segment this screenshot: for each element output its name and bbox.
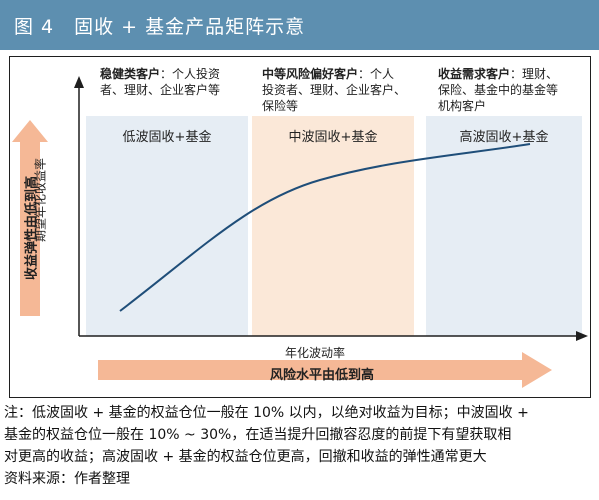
segment-heading: 收益需求客户 <box>438 67 511 81</box>
zone-mid-volatility <box>252 116 414 336</box>
x-axis-label: 年化波动率 <box>285 346 346 360</box>
source-note: 资料来源：作者整理 <box>4 471 130 487</box>
zone-high-volatility <box>426 116 582 336</box>
figure-title: 图 4 固收 + 基金产品矩阵示意 <box>14 16 306 38</box>
zone-label-mid: 中波固收+基金 <box>288 130 378 145</box>
note-line-1: 注：低波固收 + 基金的权益仓位一般在 10% 以内，以绝对收益为目标；中波固收… <box>4 405 529 421</box>
zone-label-low: 低波固收+基金 <box>122 130 212 145</box>
risk-return-curve <box>119 143 531 312</box>
y-axis-arrowhead <box>74 76 84 88</box>
horizontal-band-text: 风险水平由低到高 <box>270 368 375 383</box>
zone-label-high: 高波固收+基金 <box>459 130 549 145</box>
segment-desc-moderate: 中等风险偏好客户：个人 投资者、理财、企业客户、 保险等 <box>262 67 407 113</box>
segment-heading: 稳健类客户 <box>100 67 161 81</box>
segment-heading: 中等风险偏好客户 <box>262 67 359 81</box>
zone-low-volatility <box>86 116 248 336</box>
note-line-3: 对更高的收益；高波固收 + 基金的权益仓位更高，回撤和收益的弹性通常更大 <box>4 449 487 465</box>
vertical-band-arrow <box>12 120 48 316</box>
segment-desc-return-seeking: 收益需求客户：理财、 保险、基金中的基金等 机构客户 <box>438 67 559 113</box>
diagram-frame <box>9 56 591 398</box>
title-bar: 图 4 固收 + 基金产品矩阵示意 <box>0 0 599 50</box>
x-axis-arrowhead <box>576 331 588 341</box>
vertical-band-text: 收益弹性由低到高 <box>24 175 40 281</box>
segment-desc-conservative: 稳健类客户：个人投资 者、理财、企业客户等 <box>100 67 221 97</box>
note-line-2: 基金的权益仓位一般在 10% ~ 30%，在适当提升回撤容忍度的前提下有望获取相 <box>4 427 512 443</box>
horizontal-band-arrow <box>98 352 552 388</box>
